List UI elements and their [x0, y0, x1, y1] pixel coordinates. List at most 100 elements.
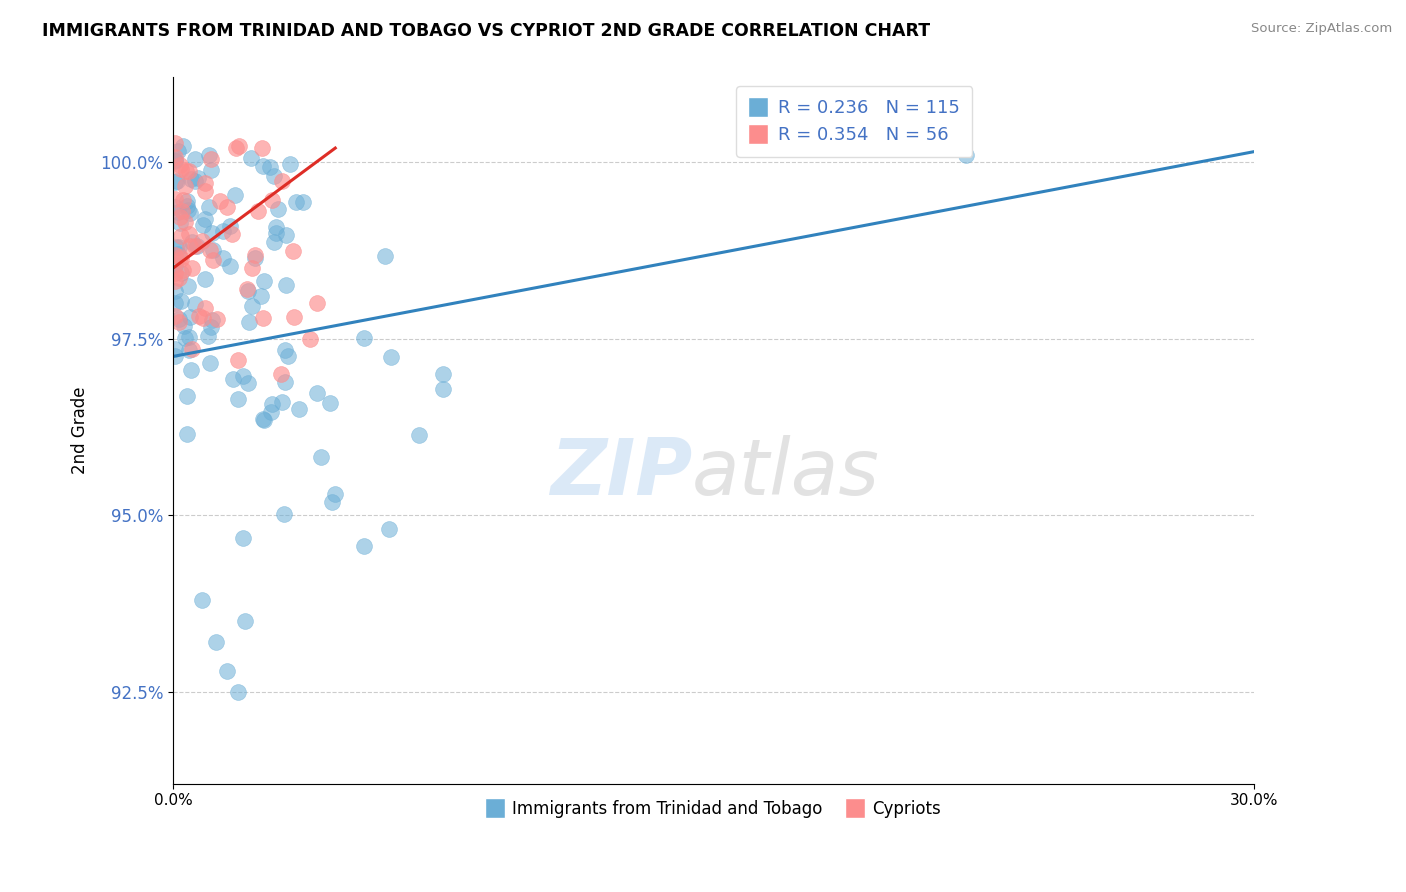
- Point: [163, 343, 186, 357]
- Point: [179, 310, 201, 325]
- Point: [243, 252, 266, 266]
- Point: [299, 332, 322, 346]
- Point: [179, 239, 201, 253]
- Point: [270, 367, 292, 381]
- Point: [173, 179, 195, 194]
- Point: [238, 315, 260, 329]
- Point: [184, 152, 207, 166]
- Point: [205, 635, 228, 649]
- Point: [167, 144, 190, 158]
- Point: [305, 386, 328, 401]
- Point: [226, 353, 249, 368]
- Legend: Immigrants from Trinidad and Tobago, Cypriots: Immigrants from Trinidad and Tobago, Cyp…: [479, 794, 948, 825]
- Point: [201, 243, 224, 257]
- Point: [319, 396, 342, 410]
- Text: ZIP: ZIP: [550, 435, 692, 511]
- Point: [165, 240, 187, 254]
- Point: [259, 160, 281, 174]
- Point: [205, 311, 228, 326]
- Point: [176, 426, 198, 441]
- Point: [187, 170, 209, 185]
- Point: [179, 206, 201, 220]
- Point: [432, 382, 454, 396]
- Point: [307, 296, 329, 310]
- Point: [219, 219, 242, 233]
- Point: [260, 397, 283, 411]
- Point: [215, 200, 238, 214]
- Point: [232, 532, 254, 546]
- Point: [277, 349, 299, 363]
- Point: [288, 402, 311, 417]
- Point: [353, 539, 375, 553]
- Point: [163, 192, 186, 206]
- Point: [217, 664, 239, 678]
- Point: [198, 356, 221, 370]
- Point: [163, 175, 186, 189]
- Point: [173, 319, 195, 334]
- Point: [252, 310, 274, 325]
- Point: [264, 226, 287, 240]
- Point: [323, 487, 346, 501]
- Point: [432, 367, 454, 381]
- Point: [221, 227, 243, 242]
- Point: [163, 200, 186, 214]
- Point: [170, 266, 193, 280]
- Point: [170, 252, 193, 266]
- Point: [408, 428, 430, 442]
- Point: [165, 153, 187, 167]
- Point: [194, 185, 217, 199]
- Point: [174, 215, 197, 229]
- Point: [197, 148, 219, 162]
- Point: [177, 202, 200, 217]
- Point: [163, 266, 186, 280]
- Point: [163, 136, 186, 150]
- Point: [239, 151, 262, 165]
- Point: [180, 363, 202, 377]
- Point: [228, 138, 250, 153]
- Point: [219, 259, 242, 273]
- Point: [283, 244, 305, 258]
- Point: [264, 219, 287, 234]
- Point: [167, 312, 190, 326]
- Point: [278, 156, 301, 170]
- Point: [163, 248, 186, 262]
- Point: [252, 412, 274, 426]
- Point: [169, 216, 191, 230]
- Point: [163, 150, 186, 164]
- Point: [955, 148, 977, 162]
- Point: [176, 194, 198, 208]
- Point: [163, 349, 186, 363]
- Point: [267, 202, 290, 216]
- Point: [240, 299, 263, 313]
- Point: [380, 350, 402, 364]
- Point: [309, 450, 332, 465]
- Point: [169, 158, 191, 172]
- Point: [200, 163, 222, 178]
- Point: [170, 204, 193, 219]
- Point: [374, 249, 396, 263]
- Point: [163, 309, 186, 323]
- Point: [233, 615, 256, 629]
- Point: [170, 162, 193, 177]
- Point: [274, 375, 297, 389]
- Point: [353, 331, 375, 345]
- Point: [274, 277, 297, 292]
- Point: [176, 279, 198, 293]
- Point: [200, 244, 222, 258]
- Point: [186, 239, 208, 253]
- Point: [167, 271, 190, 285]
- Y-axis label: 2nd Grade: 2nd Grade: [72, 387, 89, 475]
- Point: [197, 329, 219, 343]
- Point: [179, 330, 201, 344]
- Point: [173, 331, 195, 345]
- Point: [201, 226, 224, 240]
- Point: [240, 261, 263, 276]
- Point: [163, 285, 186, 299]
- Point: [273, 508, 295, 522]
- Point: [165, 296, 187, 310]
- Point: [211, 224, 233, 238]
- Point: [179, 164, 201, 178]
- Point: [172, 263, 194, 277]
- Point: [184, 174, 207, 188]
- Point: [194, 271, 217, 285]
